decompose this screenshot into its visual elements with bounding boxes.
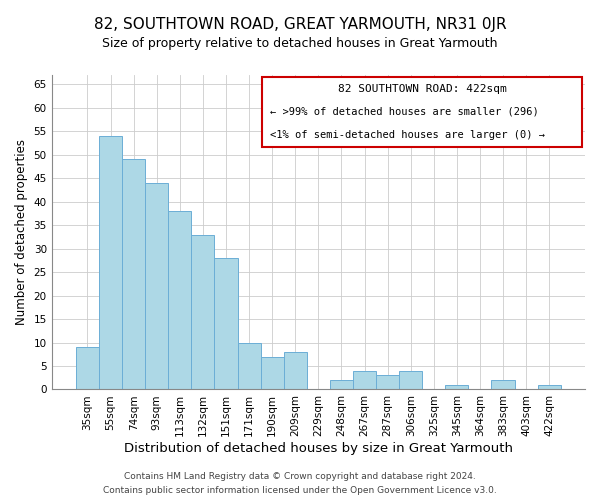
Bar (238, 342, 260, 390)
Bar (353, 370, 376, 390)
Text: 82, SOUTHTOWN ROAD, GREAT YARMOUTH, NR31 0JR: 82, SOUTHTOWN ROAD, GREAT YARMOUTH, NR31… (94, 18, 506, 32)
FancyBboxPatch shape (262, 76, 583, 148)
Bar (260, 356, 284, 390)
Text: ← >99% of detached houses are smaller (296): ← >99% of detached houses are smaller (2… (271, 107, 539, 117)
Text: Contains HM Land Registry data © Crown copyright and database right 2024.: Contains HM Land Registry data © Crown c… (124, 472, 476, 481)
Text: <1% of semi-detached houses are larger (0) →: <1% of semi-detached houses are larger (… (271, 130, 545, 140)
Bar (284, 352, 307, 390)
Bar (168, 211, 191, 390)
Text: 82 SOUTHTOWN ROAD: 422sqm: 82 SOUTHTOWN ROAD: 422sqm (338, 84, 507, 94)
Bar (76, 347, 99, 390)
Bar (145, 183, 168, 390)
Bar (399, 370, 422, 390)
Y-axis label: Number of detached properties: Number of detached properties (15, 139, 28, 325)
Bar (445, 385, 469, 390)
Text: Size of property relative to detached houses in Great Yarmouth: Size of property relative to detached ho… (102, 38, 498, 51)
Bar (330, 380, 353, 390)
Bar (491, 380, 515, 390)
Bar (191, 234, 214, 390)
Text: Contains public sector information licensed under the Open Government Licence v3: Contains public sector information licen… (103, 486, 497, 495)
Bar (99, 136, 122, 390)
Bar (214, 258, 238, 390)
Bar (122, 160, 145, 390)
X-axis label: Distribution of detached houses by size in Great Yarmouth: Distribution of detached houses by size … (124, 442, 513, 455)
Bar (538, 385, 561, 390)
Bar (376, 376, 399, 390)
